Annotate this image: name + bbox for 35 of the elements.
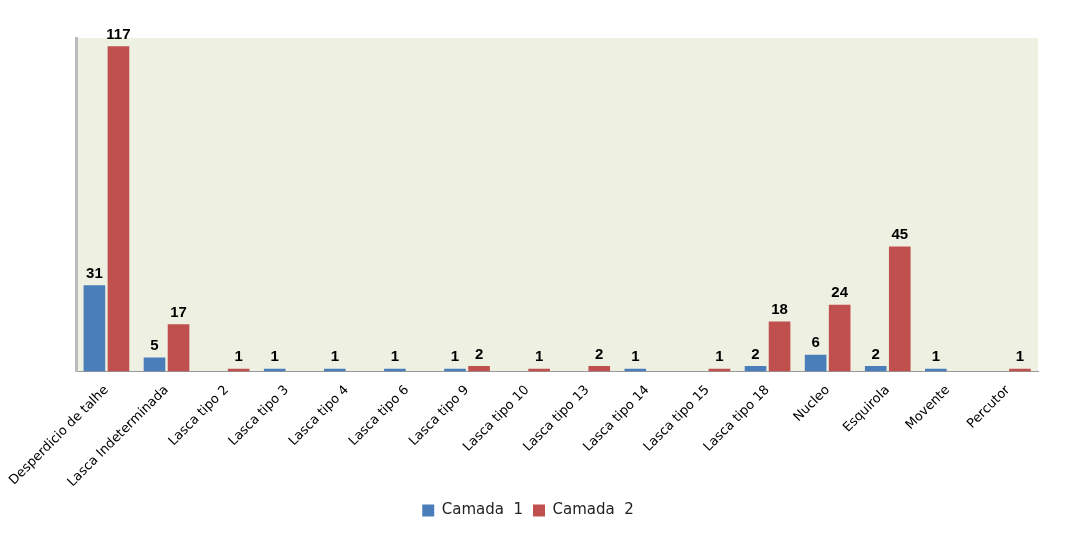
data-label: 17	[170, 302, 187, 320]
bar	[468, 365, 490, 372]
data-label: 31	[86, 263, 103, 281]
data-label: 1	[270, 347, 279, 365]
data-label: 1	[330, 347, 339, 365]
legend-label: Camada 2	[552, 500, 634, 519]
data-label: 2	[751, 344, 760, 362]
data-label: 24	[831, 283, 849, 301]
data-label: 1	[450, 347, 460, 365]
data-label: 2	[474, 344, 484, 362]
data-label: 5	[150, 336, 159, 354]
data-label: 6	[811, 333, 820, 351]
data-label: 1	[234, 347, 243, 365]
bar	[804, 354, 827, 372]
bar	[107, 46, 130, 372]
data-label: 45	[891, 225, 909, 243]
bar	[888, 246, 911, 372]
bar	[828, 304, 851, 372]
data-label: 2	[871, 344, 880, 362]
data-label: 117	[106, 24, 131, 42]
data-label: 1	[715, 347, 724, 365]
bar	[588, 365, 611, 372]
data-label: 18	[771, 300, 788, 318]
data-label: 1	[631, 347, 640, 365]
data-label: 2	[595, 344, 604, 362]
legend-label: Camada 1	[441, 500, 523, 519]
bar	[864, 365, 887, 372]
bar	[83, 285, 106, 372]
data-label: 1	[390, 347, 400, 365]
bar	[143, 357, 166, 372]
data-label: 1	[1015, 347, 1025, 365]
bar	[167, 324, 190, 372]
bar	[768, 321, 791, 372]
data-label: 1	[534, 347, 544, 365]
data-label: 1	[931, 347, 940, 365]
